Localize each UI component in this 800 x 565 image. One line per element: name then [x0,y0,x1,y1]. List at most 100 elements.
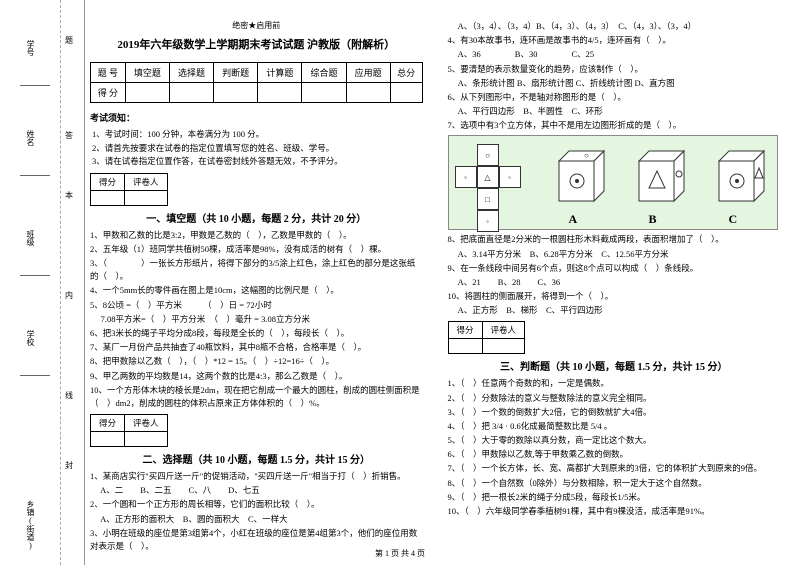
mini-h: 得分 [448,322,482,339]
q: 8、把甲数除以乙数（ ），（ ）*12 = 15。（ ）÷12=16÷（ ）。 [90,355,423,368]
net-cell: ◦ [477,210,499,232]
q: 7.08平方米=（ ）平方分米 （ ）毫升 = 3.08立方分米 [90,313,423,326]
margin-xian: 线 [65,390,73,401]
cube-c [704,146,774,216]
q: 8、把底面直径是2分米的一根圆柱形木料截成两段，表面积增加了（ ）。 [448,233,781,246]
score-table: 题 号 填空题 选择题 判断题 计算题 综合题 应用题 总分 得 分 [90,62,423,103]
q: A、36 B、30 C、25 [448,48,781,61]
cube-diagram: ○ ◦ △ ◦ □ ◦ ○ [448,135,778,230]
cell [214,83,258,103]
cell [302,83,346,103]
mini-h: 得分 [91,415,125,432]
q: A、条形统计图 B、扇形统计图 C、折线统计图 D、直方图 [448,77,781,90]
q: 6、（ ）甲数除以乙数,等于甲数乘乙数的倒数。 [448,448,781,461]
q: 9、甲乙两数的平均数是14，这两个数的比是4:3，那么乙数是（ ）。 [90,370,423,383]
cell [125,190,168,205]
net-cell: ○ [477,144,499,166]
q: A、21 B、28 C、36 [448,276,781,289]
cube-a: ○ [544,146,614,216]
q: 3、（ ）一张长方形纸片，将得下部分的3/5涂上红色，涂上红色的部分是这张纸的（… [90,257,423,283]
mini-h: 得分 [91,173,125,190]
th: 选择题 [169,63,213,83]
section1-title: 一、填空题（共 10 小题，每题 2 分，共计 20 分） [90,210,423,225]
cube-label-a: A [569,212,578,227]
margin-banji: 班级 [25,230,36,246]
q: 1、甲数和乙数的比是3:2，甲数是乙数的（ ），乙数是甲数的（ ）。 [90,229,423,242]
exam-page: 学号 姓名 班级 学校 乡镇(街道) 本 内 线 封 题 答 绝密★启用前 20… [0,0,800,565]
q: A、正方形 B、梯形 C、平行四边形 [448,304,781,317]
q: 7、选项中有3个立方体，其中不是用左边图形折成的是（ ）。 [448,119,781,132]
score-mini: 得分评卷人 [448,321,526,354]
cell [448,339,482,354]
margin-ti: 题 [65,35,73,46]
q: 6、从下列图形中，不是轴对称图形的是（ ）。 [448,91,781,104]
section2-questions: 1、某商店实行"买四斤送一斤"的促销活动，"买四斤送一斤"相当于打（ ）折销售。… [90,470,423,553]
section1-questions: 1、甲数和乙数的比是3:2，甲数是乙数的（ ），乙数是甲数的（ ）。 2、五年级… [90,229,423,410]
q: 10、一个方形体木块的棱长是2dm，现在把它削成一个最大的圆柱，削成的圆柱侧面积… [90,384,423,410]
margin-ben: 本 [65,190,73,201]
binding-margin: 学号 姓名 班级 学校 乡镇(街道) 本 内 线 封 题 答 [0,0,85,565]
margin-feng: 封 [65,460,73,471]
margin-xuehao: 学号 [25,40,36,56]
q: 2、五年级（1）班同学共植树50棵，成活率是98%，没有成活的树有（ ）棵。 [90,243,423,256]
cube-b [624,146,694,216]
margin-xiangzhen: 乡镇(街道) [25,500,36,550]
q: 4、一个5mm长的零件画在图上是10cm，这幅图的比例尺是（ ）。 [90,284,423,297]
cell [91,432,125,447]
th: 总分 [390,63,422,83]
secret-label: 绝密★启用前 [90,20,423,31]
notice-item: 3、请在试卷指定位置作答，在试卷密封线外答题无效，不予评分。 [92,155,423,169]
margin-xuexiao: 学校 [25,330,36,346]
cell [91,190,125,205]
q: 5、要清楚的表示数量变化的趋势，应该制作（ ）。 [448,63,781,76]
mini-h: 评卷人 [125,173,168,190]
q: 10、（ ）六年级同学春季植树91棵，其中有9棵没活，成活率是91%。 [448,505,781,518]
q: 3、（ ）一个数的倒数扩大2倍，它的倒数就扩大4倍。 [448,406,781,419]
exam-title: 2019年六年级数学上学期期末考试试题 沪教版（附解析） [90,36,423,52]
q: 4、（ ）把 3/4 · 0.6化成最简整数比是 5/4 。 [448,420,781,433]
cube-label-b: B [649,212,657,227]
th: 计算题 [258,63,302,83]
q: A、正方形的面积大 B、圆的面积大 C、一样大 [90,513,423,526]
q: 5、（ ）大于零的数除以真分数，商一定比这个数大。 [448,434,781,447]
cell [125,83,169,103]
mini-h: 评卷人 [482,322,525,339]
q: A、平行四边形 B、半圆性 C、环形 [448,105,781,118]
q: 1、（ ）任意两个奇数的和，一定是偶数。 [448,377,781,390]
margin-line [20,85,50,86]
q: 9、在一条线段中间另有6个点，则这8个点可以构成（ ）条线段。 [448,262,781,275]
cube-label-c: C [729,212,738,227]
section3-questions: 1、（ ）任意两个奇数的和，一定是偶数。 2、（ ）分数除法的意义与整数除法的意… [448,377,781,518]
q: 6、把3米长的绳子平均分成8段，每段是全长的（ ），每段长（ ）。 [90,327,423,340]
margin-nei: 内 [65,290,73,301]
cell [125,432,168,447]
cell [169,83,213,103]
q: 8、（ ）一个自然数（0除外）与分数相除，积一定大于这个自然数。 [448,477,781,490]
q: 2、一个圆和一个正方形的周长相等，它们的面积比较（ ）。 [90,498,423,511]
left-column: 绝密★启用前 2019年六年级数学上学期期末考试试题 沪教版（附解析） 题 号 … [90,20,423,554]
q: A、3.14平方分米 B、6.28平方分米 C、12.56平方分米 [448,248,781,261]
th: 填空题 [125,63,169,83]
cell [482,339,525,354]
dashed-line [60,0,61,565]
q: 10、将圆柱的侧面展开，将得到一个（ ）。 [448,290,781,303]
notice-list: 1、考试时间：100 分钟，本卷满分为 100 分。 2、请首先按要求在试卷的指… [90,128,423,169]
cell [258,83,302,103]
row-label: 得 分 [91,83,126,103]
notice-item: 2、请首先按要求在试卷的指定位置填写您的姓名、班级、学号。 [92,142,423,156]
q: 2、（ ）分数除法的意义与整数除法的意义完全相同。 [448,392,781,405]
margin-xingming: 姓名 [25,130,36,146]
content-columns: 绝密★启用前 2019年六年级数学上学期期末考试试题 沪教版（附解析） 题 号 … [90,20,780,554]
th: 综合题 [302,63,346,83]
net-cell: △ [477,166,499,188]
margin-da: 答 [65,130,73,141]
th: 应用题 [346,63,390,83]
cell [390,83,422,103]
margin-line [20,375,50,376]
q: 9、（ ）把一根长2米的绳子分成5段，每段长1/5米。 [448,491,781,504]
notice-title: 考试须知： [90,111,423,124]
q: 5、8公顷 =（ ）平方米 （ ）日 = 72小时 [90,299,423,312]
q: 4、有30本故事书，连环画是故事书的4/5，连环画有（ ）。 [448,34,781,47]
q: A、（3，4）、（3，4）B、（4，3）、（4，3） C、（4，3）、（3，4） [448,20,781,33]
net-cell: ◦ [455,166,477,188]
